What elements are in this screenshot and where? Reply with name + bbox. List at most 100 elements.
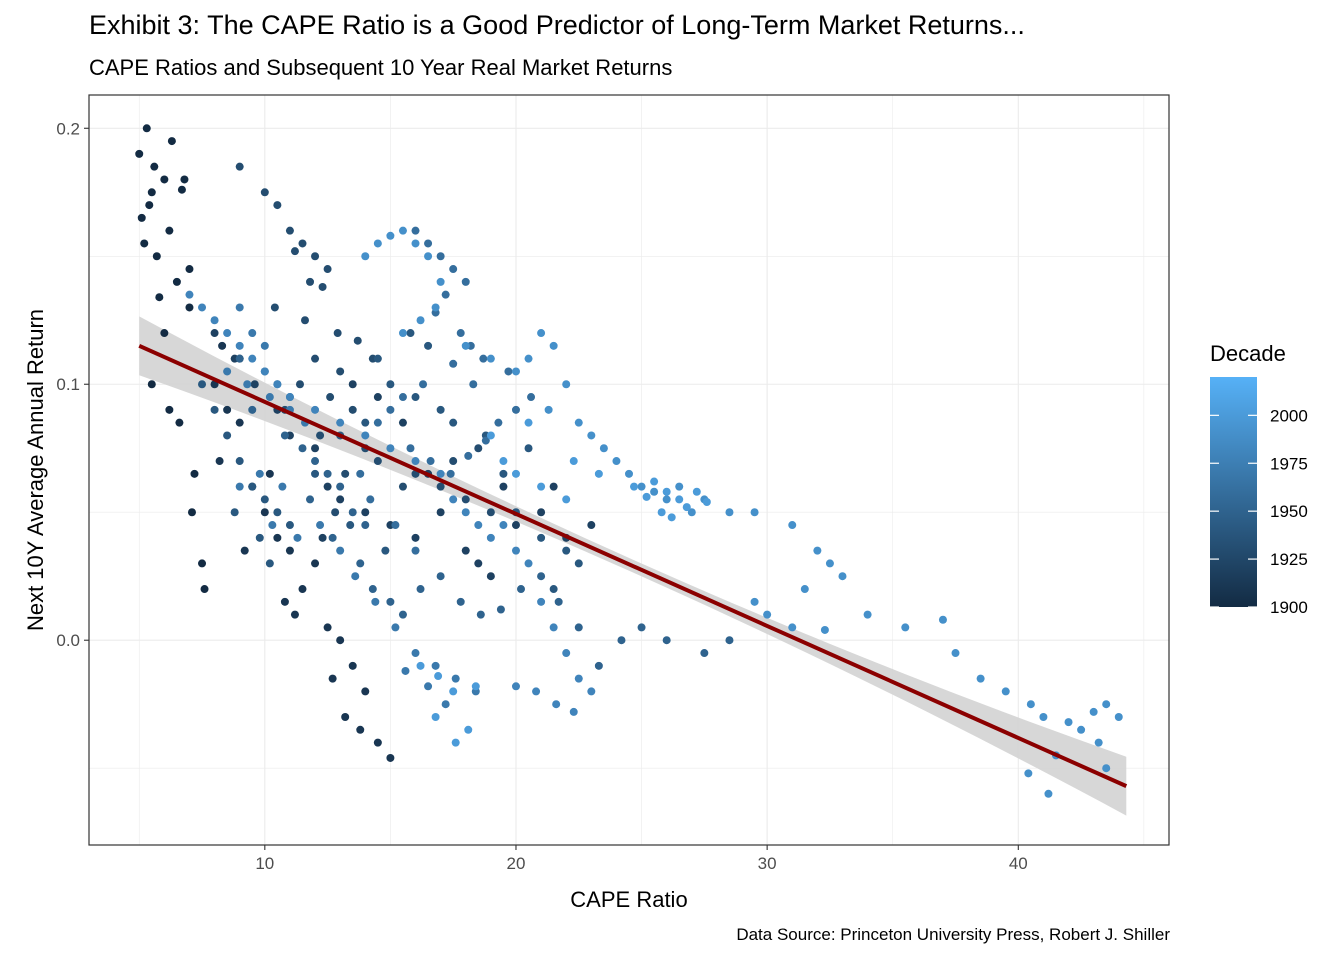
data-point xyxy=(386,380,395,389)
data-point xyxy=(411,457,420,466)
data-point xyxy=(511,367,520,376)
data-point xyxy=(750,597,759,606)
data-point xyxy=(574,674,583,683)
data-point xyxy=(544,405,553,414)
data-point xyxy=(167,137,176,146)
data-point xyxy=(702,497,711,506)
data-point xyxy=(331,508,340,517)
data-point xyxy=(336,546,345,555)
data-point xyxy=(549,341,558,350)
data-point xyxy=(451,674,460,683)
data-point xyxy=(537,329,546,338)
data-point xyxy=(788,623,797,632)
data-point xyxy=(323,469,332,478)
data-point xyxy=(336,482,345,491)
data-point xyxy=(235,418,244,427)
data-point xyxy=(311,457,320,466)
data-point xyxy=(1102,700,1111,709)
data-point xyxy=(820,625,829,634)
data-point xyxy=(788,521,797,530)
data-point xyxy=(431,661,440,670)
data-point xyxy=(461,341,470,350)
data-point xyxy=(198,380,207,389)
data-point xyxy=(137,213,146,222)
data-point xyxy=(371,597,380,606)
data-point xyxy=(587,431,596,440)
data-point xyxy=(386,597,395,606)
data-point xyxy=(813,546,822,555)
legend-label: 1975 xyxy=(1270,454,1308,473)
data-point xyxy=(301,316,309,325)
data-point xyxy=(356,559,365,568)
data-point xyxy=(446,469,455,478)
data-point xyxy=(336,367,345,376)
data-point xyxy=(863,610,872,619)
data-point xyxy=(298,585,307,594)
data-point xyxy=(1114,713,1123,722)
data-point xyxy=(537,482,546,491)
data-point xyxy=(517,585,525,594)
data-point xyxy=(391,623,400,632)
data-point xyxy=(316,431,325,440)
legend-title: Decade xyxy=(1210,341,1286,366)
data-point xyxy=(142,124,151,133)
data-point xyxy=(265,469,274,478)
data-point xyxy=(290,247,299,256)
data-point xyxy=(290,610,299,619)
data-point xyxy=(155,293,164,302)
data-point xyxy=(486,354,495,363)
data-point xyxy=(562,495,571,504)
data-point xyxy=(692,487,701,496)
data-point xyxy=(574,623,583,632)
data-point xyxy=(328,674,337,683)
data-point xyxy=(574,418,583,427)
data-point xyxy=(424,239,433,248)
data-point xyxy=(336,636,345,645)
data-point xyxy=(511,405,520,414)
data-point xyxy=(951,649,960,658)
data-point xyxy=(273,508,282,517)
y-tick-label: 0.2 xyxy=(56,119,80,138)
data-point xyxy=(265,559,274,568)
data-point xyxy=(361,508,370,517)
data-point xyxy=(336,418,345,427)
data-point xyxy=(662,636,671,645)
data-point xyxy=(398,329,407,338)
data-point xyxy=(361,252,370,261)
data-point xyxy=(190,469,199,478)
data-point xyxy=(361,418,370,427)
data-point xyxy=(185,265,194,274)
data-point xyxy=(700,649,709,658)
data-point xyxy=(306,495,315,504)
chart-caption: Data Source: Princeton University Press,… xyxy=(736,925,1170,944)
data-point xyxy=(185,303,194,312)
data-point xyxy=(373,457,382,466)
data-point xyxy=(562,546,571,555)
data-point xyxy=(323,265,332,274)
data-point xyxy=(494,418,503,427)
data-point xyxy=(499,482,508,491)
data-point xyxy=(373,354,382,363)
data-point xyxy=(235,457,244,466)
data-point xyxy=(682,503,691,512)
data-point xyxy=(449,495,458,504)
data-point xyxy=(348,661,357,670)
data-point xyxy=(135,149,144,158)
data-point xyxy=(280,597,289,606)
data-point xyxy=(273,380,282,389)
data-point xyxy=(662,487,671,496)
data-point xyxy=(431,713,440,722)
data-point xyxy=(562,649,571,658)
data-point xyxy=(223,367,232,376)
data-point xyxy=(187,508,196,517)
data-point xyxy=(265,393,274,402)
data-point xyxy=(336,495,345,504)
data-point xyxy=(398,393,407,402)
data-point xyxy=(456,597,465,606)
data-point xyxy=(248,329,257,338)
data-point xyxy=(406,329,415,338)
data-point xyxy=(248,354,257,363)
data-point xyxy=(424,682,433,691)
data-point xyxy=(474,444,483,453)
data-point xyxy=(373,239,382,248)
